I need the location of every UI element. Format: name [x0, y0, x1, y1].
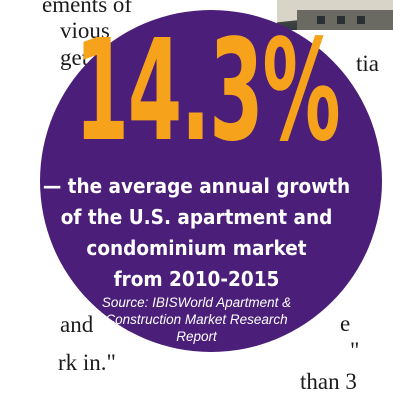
article-text-fragment: "	[350, 338, 360, 363]
callout-source-line: Source: IBISWorld Apartment &	[101, 295, 292, 310]
article-text-fragment: than 3	[300, 369, 357, 394]
callout-description-line: of the U.S. apartment and	[60, 205, 333, 229]
callout-source-line: Construction Market Research	[105, 312, 288, 327]
callout-description-line: condominium market	[86, 236, 307, 260]
callout-description-line: from 2010-2015	[113, 267, 280, 291]
article-text-fragment: get	[60, 45, 89, 70]
building-photo	[277, 0, 393, 30]
article-text-fragment: rk in."	[58, 350, 116, 375]
statistic-value: 14.3%	[74, 10, 341, 173]
article-text-fragment: vious	[60, 18, 110, 43]
callout-description-line: — the average annual growth	[42, 174, 351, 198]
article-text-fragment: ements of	[42, 0, 133, 17]
article-text-fragment: tia	[356, 51, 379, 76]
statistic-callout	[40, 10, 382, 352]
article-text-fragment: e	[340, 311, 351, 336]
article-text-fragment: and	[60, 312, 94, 337]
callout-source-line: Report	[176, 329, 217, 344]
